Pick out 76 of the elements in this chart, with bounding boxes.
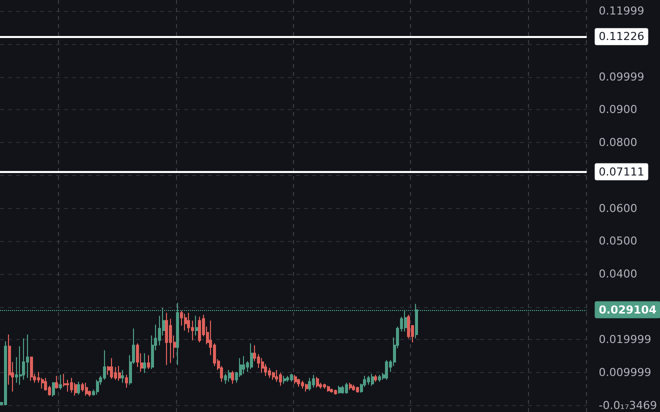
candlestick — [228, 369, 231, 382]
candlestick — [334, 389, 337, 396]
candlestick — [52, 382, 55, 398]
candlestick — [195, 315, 198, 336]
candlestick — [385, 360, 388, 380]
candlestick — [143, 352, 146, 374]
candlestick — [224, 373, 227, 384]
candlestick — [242, 356, 245, 374]
candlestick — [250, 342, 253, 370]
candlestick — [308, 377, 311, 392]
candlestick — [180, 310, 183, 326]
y-tick-label: 0.0500 — [598, 234, 638, 248]
y-tick-label: 0.0400 — [598, 268, 638, 281]
candlestick — [312, 374, 315, 388]
candlestick — [272, 371, 275, 380]
candlestick — [63, 373, 66, 388]
candlestick — [110, 358, 113, 380]
y-tick-label: 0.0800 — [598, 136, 638, 150]
candlestick — [165, 312, 168, 366]
candlestick — [118, 366, 121, 382]
candlestick — [349, 382, 352, 390]
candlestick — [352, 384, 355, 392]
candlestick — [268, 367, 271, 378]
candlestick — [74, 382, 77, 396]
ref-line-label: 0.07111 — [598, 165, 644, 178]
candlestick — [26, 334, 29, 378]
candlestick — [85, 382, 88, 396]
ref-line-label: 0.11226 — [598, 30, 644, 44]
candlestick — [338, 385, 341, 394]
candlestick — [323, 383, 326, 390]
candlestick — [30, 356, 33, 382]
candlestick — [374, 374, 377, 382]
candlestick — [345, 382, 348, 394]
candlestick — [103, 350, 106, 380]
candlestick — [305, 383, 308, 392]
candlestick — [184, 313, 187, 332]
candlestick — [198, 316, 201, 343]
candlestick — [22, 338, 25, 380]
candlestick — [279, 372, 282, 386]
candlestick — [367, 375, 370, 386]
candlestick — [294, 374, 297, 384]
candlestick — [261, 358, 264, 374]
candlestick — [297, 378, 300, 388]
candlestick — [96, 379, 99, 396]
y-tick-label: 0.0900 — [598, 103, 638, 116]
candlestick — [125, 374, 128, 388]
ref-line-label: 0.029104 — [598, 303, 657, 316]
candlestick — [378, 374, 381, 382]
candlestick — [44, 377, 47, 392]
candlestick — [301, 380, 304, 390]
candlestick — [70, 377, 73, 394]
candlestick — [77, 381, 80, 396]
candlestick — [316, 376, 319, 388]
y-tick-label: 0.0600 — [598, 202, 638, 215]
candlestick — [55, 375, 58, 390]
candlestick — [407, 314, 410, 339]
y-tick-label: 0.09999 — [598, 70, 644, 84]
y-tick-label: 0.019999 — [598, 333, 652, 346]
candlestick — [327, 385, 330, 392]
candlestick — [356, 386, 359, 394]
candlestick — [286, 375, 289, 382]
candlestick — [121, 369, 124, 384]
candlestick — [371, 373, 374, 386]
candlestick — [4, 340, 7, 406]
candlestick — [290, 373, 293, 382]
candlestick — [330, 388, 333, 394]
y-tick-label: 0.009999 — [598, 366, 652, 380]
y-tick-label: 0.11999 — [598, 4, 644, 18]
candlestick — [81, 382, 84, 392]
candlestick — [59, 374, 62, 390]
candlestick — [341, 385, 344, 394]
candlestick — [275, 369, 278, 382]
candlestick — [283, 375, 286, 384]
candlestick — [231, 370, 234, 384]
candlestick — [147, 354, 150, 370]
y-tick-label: -0.0₁₇3469 — [598, 398, 658, 412]
